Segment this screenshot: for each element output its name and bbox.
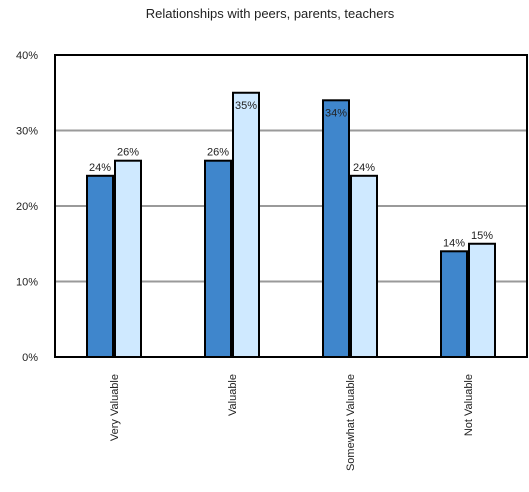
data-label: 34% [325,107,347,119]
data-label: 15% [471,230,493,242]
bar [114,159,142,358]
x-category-label: Not Valuable [463,374,475,436]
bar [350,174,378,358]
y-tick-label: 40% [16,50,38,62]
data-label: 26% [117,147,139,159]
x-axis-categories: Very Valuable Valuable Somewhat Valuable No… [109,374,475,471]
chart-title: Relationships with peers, parents, teach… [146,6,395,21]
bar [232,91,260,358]
bars [86,91,496,359]
y-tick-label: 30% [16,126,38,138]
data-labels: 24% 26% 26% 35% 34% 24% 14% 15% [89,100,493,250]
data-label: 26% [207,147,229,159]
bar [440,250,468,358]
bar [322,99,350,359]
y-tick-label: 10% [16,277,38,289]
x-category-label: Valuable [227,374,239,416]
bar [86,174,114,358]
bar [204,159,232,358]
x-category-label: Very Valuable [109,374,121,441]
data-label: 24% [353,162,375,174]
data-label: 14% [443,237,465,249]
y-tick-label: 20% [16,201,38,213]
plot-area-frame [54,54,528,358]
data-label: 35% [235,100,257,112]
data-label: 24% [89,162,111,174]
y-tick-label: 0% [22,352,38,364]
bar [468,242,496,358]
x-category-label: Somewhat Valuable [345,374,357,471]
y-axis-ticks: 0% 10% 20% 30% 40% [16,50,38,364]
